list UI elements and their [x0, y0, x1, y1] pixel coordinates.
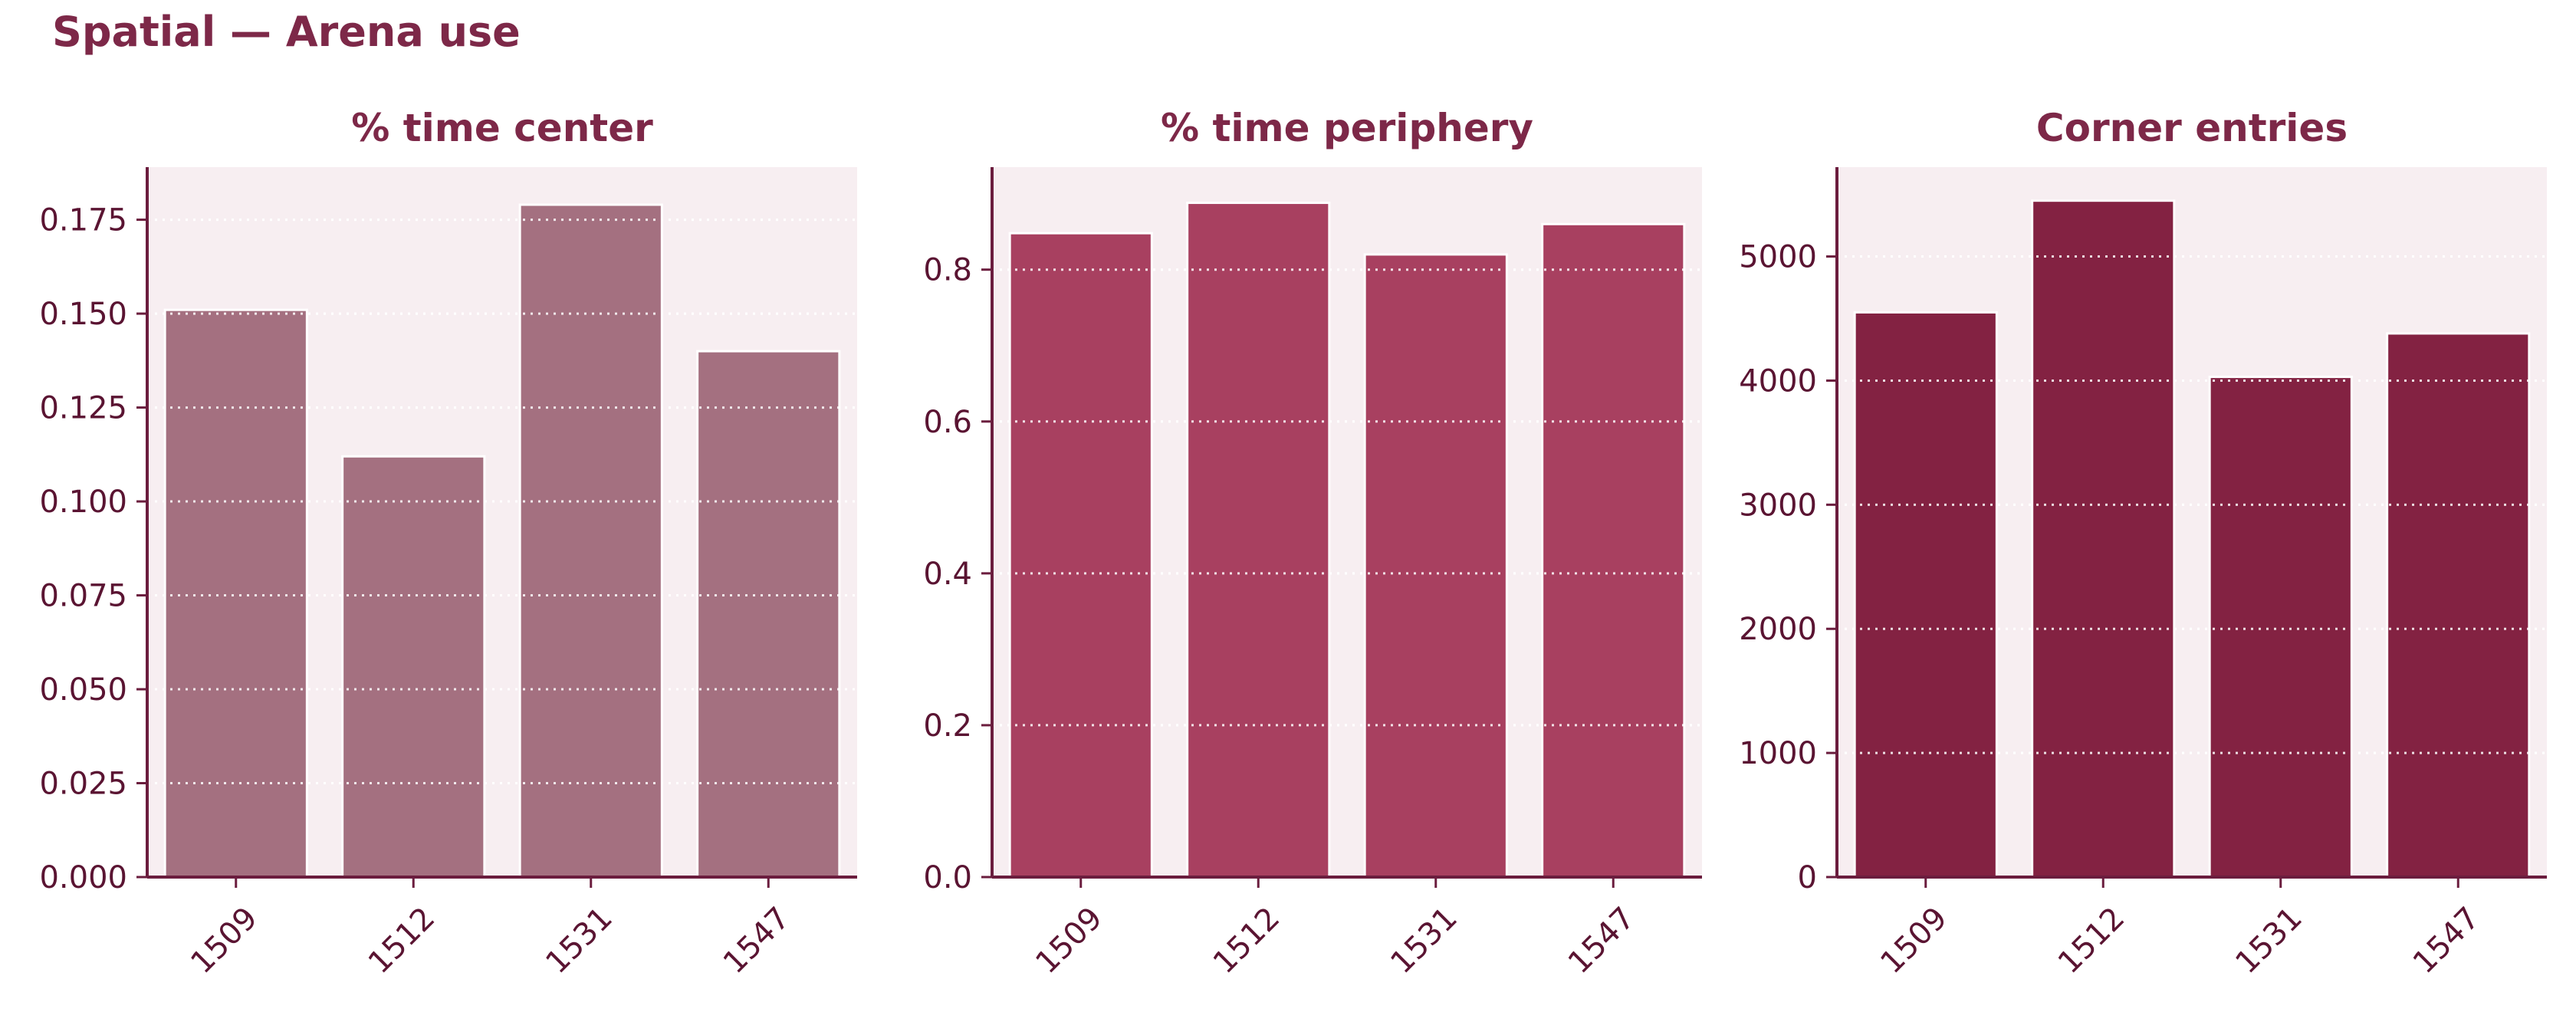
chart-title: % time periphery	[1161, 106, 1533, 150]
x-tick-label: 1509	[1029, 901, 1109, 981]
y-tick-label: 0.6	[923, 405, 972, 440]
x-tick-label: 1512	[1207, 901, 1287, 981]
bar-1509	[1008, 232, 1153, 879]
x-tick-label: 1547	[1562, 901, 1642, 981]
x-tick-label: 1547	[717, 901, 797, 981]
bar-1531	[2208, 376, 2353, 879]
x-tick-label: 1547	[2407, 901, 2487, 981]
y-tick-label: 0.150	[39, 297, 127, 332]
x-tick-label: 1531	[539, 901, 619, 981]
y-tick-label: 0.4	[923, 557, 972, 592]
page-title: Spatial — Arena use	[52, 8, 521, 56]
chart-title: Corner entries	[2036, 106, 2348, 150]
y-tick-label: 4000	[1739, 363, 1817, 399]
y-tick-label: 3000	[1739, 488, 1817, 523]
y-tick-label: 0.8	[923, 253, 972, 288]
bar-1531	[518, 203, 663, 879]
y-tick-label: 0.025	[39, 767, 127, 802]
y-tick-label: 2000	[1739, 612, 1817, 647]
y-tick-label: 1000	[1739, 736, 1817, 771]
chart-2: 0.0 0.2 0.4 0.6 0.8 1509 1512 1531 1547 % time pe…	[923, 106, 1702, 981]
y-tick-label: 5000	[1739, 240, 1817, 275]
x-tick-label: 1531	[1384, 901, 1464, 981]
y-tick-label: 0	[1798, 860, 1817, 895]
y-tick-label: 0.175	[39, 203, 127, 238]
bar-1509	[163, 308, 308, 879]
bar-1512	[341, 455, 486, 879]
x-tick-label: 1509	[184, 901, 264, 981]
y-tick-label: 0.0	[923, 860, 972, 895]
bar-1512	[1186, 202, 1331, 879]
chart-title: % time center	[351, 106, 653, 150]
chart-3: 0 1000 2000 3000 4000 5000 1509 1512 1531 1547 Cor…	[1739, 106, 2547, 981]
y-tick-label: 0.2	[923, 708, 972, 744]
y-tick-label: 0.050	[39, 672, 127, 708]
bar-1547	[696, 350, 841, 879]
chart-1: 0.000 0.025 0.050 0.075 0.100 0.125 0.150 0.175…	[39, 106, 857, 981]
bar-1547	[1541, 222, 1686, 879]
x-tick-label: 1509	[1874, 901, 1954, 981]
x-tick-label: 1512	[2052, 901, 2132, 981]
y-tick-label: 0.075	[39, 579, 127, 614]
bar-1547	[2386, 332, 2531, 879]
bar-1509	[1853, 310, 1998, 879]
y-tick-label: 0.125	[39, 391, 127, 426]
x-tick-label: 1531	[2229, 901, 2309, 981]
y-tick-label: 0.000	[39, 860, 127, 895]
bar-1512	[2031, 199, 2176, 879]
bar-1531	[1363, 253, 1508, 879]
y-tick-label: 0.100	[39, 485, 127, 520]
x-tick-label: 1512	[362, 901, 442, 981]
